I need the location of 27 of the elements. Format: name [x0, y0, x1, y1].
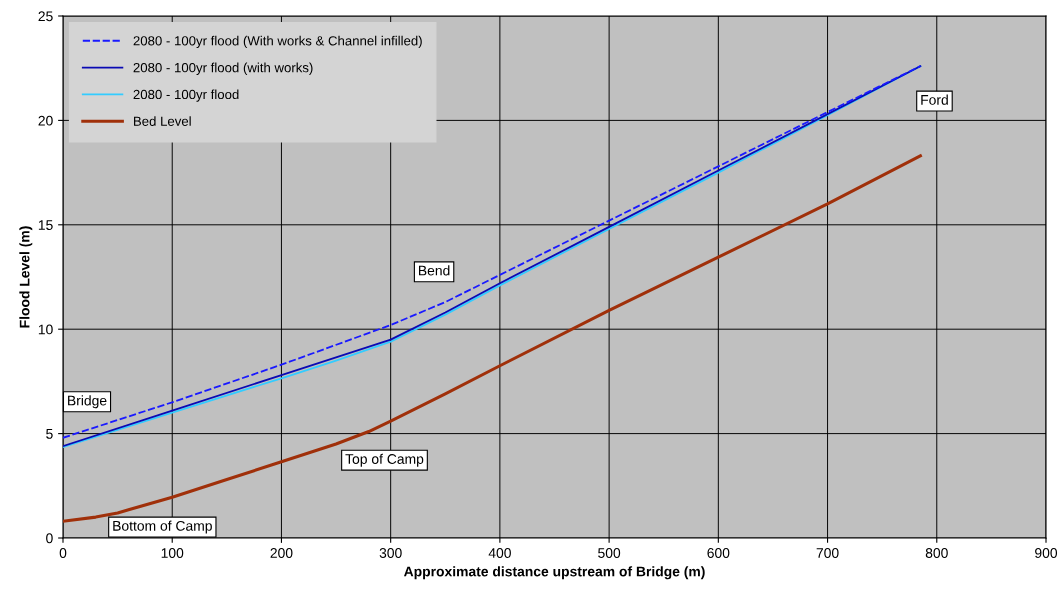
annotation: Bottom of Camp [113, 520, 212, 534]
annotation: Bridge [68, 395, 107, 409]
annotation: Top of Camp [345, 453, 424, 467]
x-tick-label: 900 [1035, 548, 1058, 558]
y-tick-label: 20 [38, 115, 53, 126]
y-tick-label: 5 [46, 429, 53, 439]
x-tick-label: 300 [379, 548, 402, 558]
legend-label: 2080 - 100yr flood (with works) [133, 62, 313, 75]
y-tick-label: 15 [38, 220, 53, 230]
x-tick-label: 700 [816, 548, 839, 558]
legend-label: Bed Level [134, 116, 191, 126]
x-tick-label: 100 [161, 548, 184, 558]
y-tick-label: 25 [38, 11, 53, 22]
y-axis-title: Flood Level (m) [19, 226, 33, 328]
x-tick-label: 500 [598, 548, 621, 558]
x-tick-label: 600 [707, 548, 730, 558]
x-axis-title: Approximate distance upstream of Bridge (m) [403, 566, 705, 580]
y-tick-label: 0 [46, 533, 53, 544]
x-tick-label: 200 [270, 548, 293, 558]
legend-label: 2080 - 100yr flood [133, 89, 239, 102]
x-tick-label: 0 [59, 548, 67, 558]
x-tick-label: 400 [488, 548, 511, 558]
y-tick-label: 10 [38, 324, 53, 335]
annotation: Bend [419, 265, 450, 276]
annotation: Ford [921, 94, 948, 105]
x-tick-label: 800 [925, 548, 948, 558]
legend-label: 2080 - 100yr flood (With works & Channel infilled) [133, 35, 422, 49]
